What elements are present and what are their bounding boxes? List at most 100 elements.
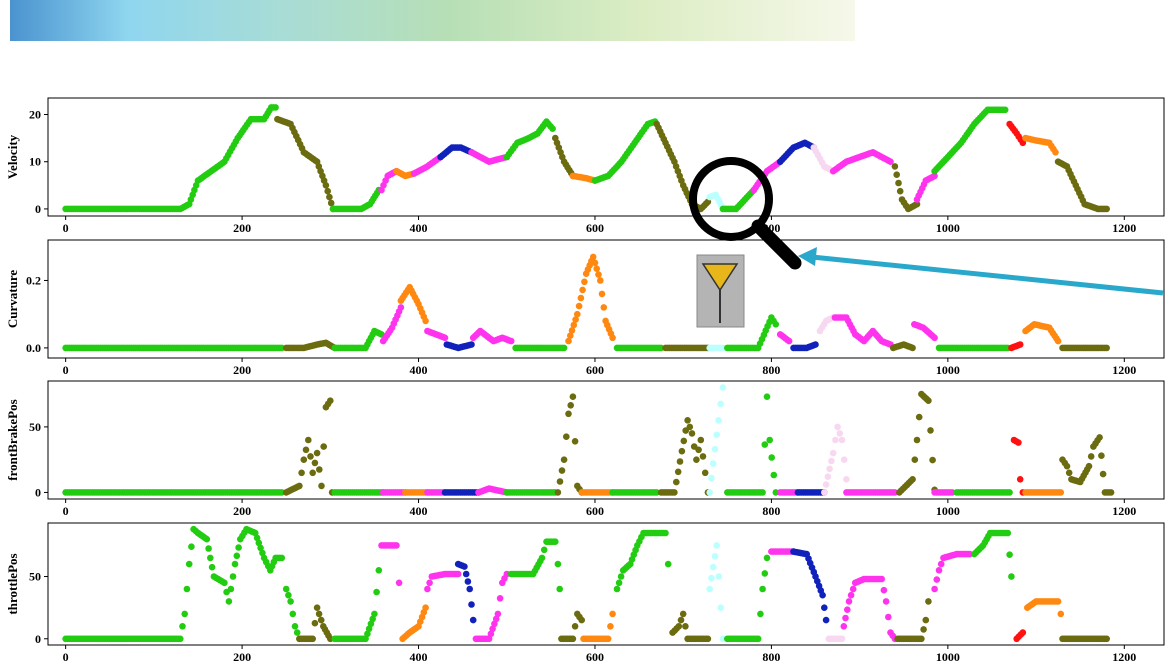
data-point <box>302 446 310 454</box>
data-point <box>834 423 841 431</box>
x-tick-label: 400 <box>410 221 428 235</box>
x-tick-label: 0 <box>63 221 69 235</box>
series-17 <box>810 144 837 175</box>
y-axis-label: Velocity <box>5 134 20 179</box>
x-tick-label: 1200 <box>1112 504 1136 518</box>
series-18 <box>825 635 846 643</box>
series-9 <box>565 253 616 345</box>
series-1 <box>282 339 339 352</box>
data-point <box>812 341 819 348</box>
yield-sign-thumbnail <box>696 254 745 328</box>
data-point <box>676 458 684 465</box>
data-point <box>664 560 672 568</box>
data-point <box>560 344 568 352</box>
series-23 <box>1059 344 1110 352</box>
data-point <box>757 610 764 618</box>
data-point <box>185 560 193 568</box>
series-13 <box>706 384 727 496</box>
series-18 <box>829 149 894 175</box>
data-point <box>717 400 724 408</box>
data-point <box>454 570 462 578</box>
data-point <box>309 635 317 643</box>
y-tick-label: 50 <box>29 570 41 584</box>
data-point <box>770 471 778 479</box>
series-20 <box>935 344 1012 352</box>
data-point <box>845 598 853 605</box>
data-point <box>322 182 330 189</box>
data-point <box>462 570 470 578</box>
y-tick-label: 50 <box>29 420 41 434</box>
data-point <box>674 468 682 476</box>
series-7 <box>469 327 515 345</box>
data-point <box>572 316 579 323</box>
data-point <box>1063 462 1071 470</box>
data-point <box>313 449 321 457</box>
data-point <box>257 544 264 552</box>
series-17 <box>831 314 894 348</box>
data-point <box>915 413 923 421</box>
data-point <box>693 456 700 464</box>
data-point <box>604 635 612 643</box>
data-point <box>715 417 722 424</box>
x-tick-label: 200 <box>233 221 251 235</box>
data-point <box>843 476 850 483</box>
data-point <box>253 534 261 542</box>
data-point <box>285 591 292 599</box>
data-point <box>570 321 578 329</box>
data-point <box>1103 344 1110 352</box>
data-point <box>704 635 712 643</box>
series-0 <box>62 104 279 213</box>
data-point <box>847 591 855 599</box>
x-tick-label: 600 <box>586 221 604 235</box>
data-point <box>613 585 621 593</box>
data-point <box>309 469 317 477</box>
data-point <box>678 447 686 455</box>
data-point <box>826 465 833 473</box>
series-18 <box>843 489 899 496</box>
series-14 <box>724 393 780 496</box>
data-point <box>918 635 925 643</box>
data-point <box>229 573 237 580</box>
series-17 <box>821 423 850 496</box>
data-point <box>1019 629 1027 636</box>
data-point <box>909 476 916 483</box>
x-tick-label: 800 <box>762 363 780 377</box>
data-point <box>617 573 625 580</box>
data-point <box>485 635 493 643</box>
series-1 <box>282 397 336 496</box>
x-tick-label: 0 <box>63 363 69 377</box>
y-tick-label: 0.2 <box>26 273 41 287</box>
data-point <box>549 125 556 132</box>
data-point <box>468 601 475 608</box>
data-point <box>397 304 405 311</box>
data-point <box>895 179 902 187</box>
data-point <box>759 585 766 593</box>
data-point <box>422 604 429 611</box>
data-point <box>708 574 715 582</box>
x-tick-label: 1200 <box>1112 221 1136 235</box>
series-15 <box>790 341 819 352</box>
series-23 <box>1022 134 1059 156</box>
data-point <box>373 588 380 596</box>
data-point <box>540 546 548 554</box>
throttle-panel: 0 200 400 600 800 1000 1200 0 50 throttlePos <box>5 522 1165 664</box>
series-9 <box>552 134 577 180</box>
series-4 <box>397 283 429 325</box>
data-point <box>315 610 323 618</box>
series-20 <box>894 598 932 643</box>
data-point <box>671 489 678 496</box>
series-11 <box>662 344 712 352</box>
data-point <box>925 598 932 605</box>
data-point <box>235 544 242 551</box>
data-point <box>369 615 377 623</box>
data-point <box>289 610 297 618</box>
data-point <box>933 576 941 583</box>
data-point <box>1008 573 1015 580</box>
series-6 <box>443 341 475 352</box>
data-point <box>1057 489 1065 496</box>
data-point <box>819 591 826 599</box>
x-tick-label: 1200 <box>1112 363 1136 377</box>
data-point <box>598 290 606 298</box>
data-point <box>589 253 597 261</box>
data-point <box>313 604 321 611</box>
